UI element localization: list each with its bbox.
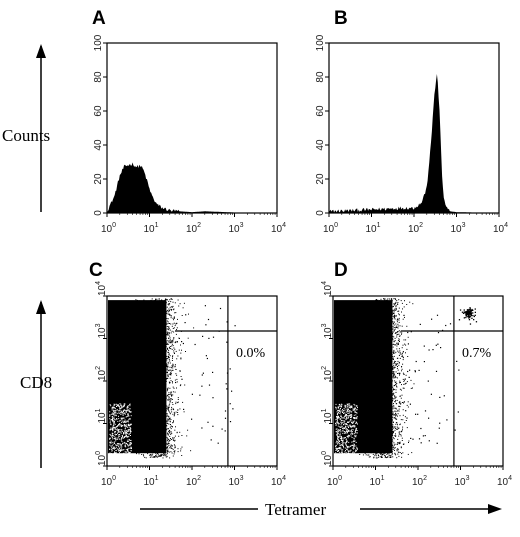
x-tick-label-c-2: 102 — [186, 475, 201, 488]
counts-axis-label: Counts — [2, 126, 50, 145]
plot-frame-a — [106, 42, 278, 214]
tetramer-positive-cluster-d — [465, 310, 471, 316]
panel-letter-a: A — [92, 8, 106, 29]
y-tick-label-b-4: 80 — [315, 71, 326, 83]
x-tick-label-c-4: 104 — [271, 475, 286, 488]
x-tick-label-d-3: 103 — [455, 475, 470, 488]
x-tick-label-c-3: 103 — [229, 475, 244, 488]
x-tick-label-b-3: 103 — [451, 222, 466, 235]
x-tick-label-b-1: 101 — [366, 222, 381, 235]
x-tick-label-a-0: 100 — [101, 222, 116, 235]
panel-b: B 100 101 102 103 104 0 20 40 60 80 100 — [315, 8, 508, 235]
panel-letter-d: D — [334, 260, 348, 281]
y-tick-label-d-3: 103 — [321, 323, 334, 338]
panel-letter-c: C — [89, 260, 103, 281]
y-tick-label-d-0: 100 — [321, 451, 334, 466]
y-tick-label-c-4: 104 — [95, 281, 108, 296]
y-tick-label-c-1: 101 — [95, 408, 108, 423]
scatter-dots-d — [334, 298, 478, 459]
quadrant-label-c: 0.0% — [236, 346, 266, 361]
plot-frame-d — [332, 295, 504, 467]
y-tick-label-d-1: 101 — [321, 408, 334, 423]
cd8-arrowhead — [36, 300, 46, 314]
x-tick-label-a-1: 101 — [144, 222, 159, 235]
x-tick-label-b-0: 100 — [323, 222, 338, 235]
x-tick-label-a-2: 102 — [186, 222, 201, 235]
histogram-a — [107, 162, 277, 213]
y-tick-label-c-2: 102 — [95, 366, 108, 381]
panel-d: D 100 101 102 103 104 100 101 102 103 104 0.7% — [321, 260, 512, 488]
plot-frame-b — [328, 42, 500, 214]
quadrant-label-d: 0.7% — [462, 346, 492, 361]
y-tick-label-a-2: 40 — [93, 139, 104, 151]
plot-frame-c — [106, 295, 278, 467]
x-tick-label-c-1: 101 — [144, 475, 159, 488]
scatter-dots-c — [108, 298, 236, 459]
panel-c: C 100 101 102 103 104 100 101 102 103 104 0.0% — [89, 260, 286, 488]
y-tick-label-d-2: 102 — [321, 366, 334, 381]
x-tick-label-d-2: 102 — [412, 475, 427, 488]
y-tick-label-a-4: 80 — [93, 71, 104, 83]
y-tick-label-b-0: 0 — [315, 210, 326, 216]
y-tick-label-b-3: 60 — [315, 105, 326, 117]
y-tick-label-b-5: 100 — [315, 34, 326, 51]
y-tick-label-a-1: 20 — [93, 173, 104, 185]
tetramer-axis-label: Tetramer — [265, 500, 326, 519]
histogram-b — [329, 74, 499, 213]
panel-a: A 100 101 102 103 104 0 20 40 60 80 100 — [92, 8, 286, 235]
y-tick-label-b-2: 40 — [315, 139, 326, 151]
x-tick-label-c-0: 100 — [101, 475, 116, 488]
counts-arrowhead — [36, 44, 46, 58]
y-tick-label-a-5: 100 — [93, 34, 104, 51]
y-tick-label-c-0: 100 — [95, 451, 108, 466]
y-tick-label-a-3: 60 — [93, 105, 104, 117]
panel-letter-b: B — [334, 8, 348, 29]
x-tick-label-a-3: 103 — [229, 222, 244, 235]
x-tick-label-d-0: 100 — [327, 475, 342, 488]
tetramer-label-bg — [258, 498, 360, 520]
y-tick-label-d-4: 104 — [321, 281, 334, 296]
x-tick-label-d-1: 101 — [370, 475, 385, 488]
cd8-axis-label: CD8 — [20, 373, 52, 392]
x-tick-label-b-4: 104 — [493, 222, 508, 235]
x-tick-label-a-4: 104 — [271, 222, 286, 235]
tetramer-arrowhead — [488, 504, 502, 514]
y-tick-label-a-0: 0 — [93, 210, 104, 216]
x-tick-label-b-2: 102 — [408, 222, 423, 235]
x-tick-label-d-4: 104 — [497, 475, 512, 488]
y-tick-label-b-1: 20 — [315, 173, 326, 185]
y-tick-label-c-3: 103 — [95, 323, 108, 338]
